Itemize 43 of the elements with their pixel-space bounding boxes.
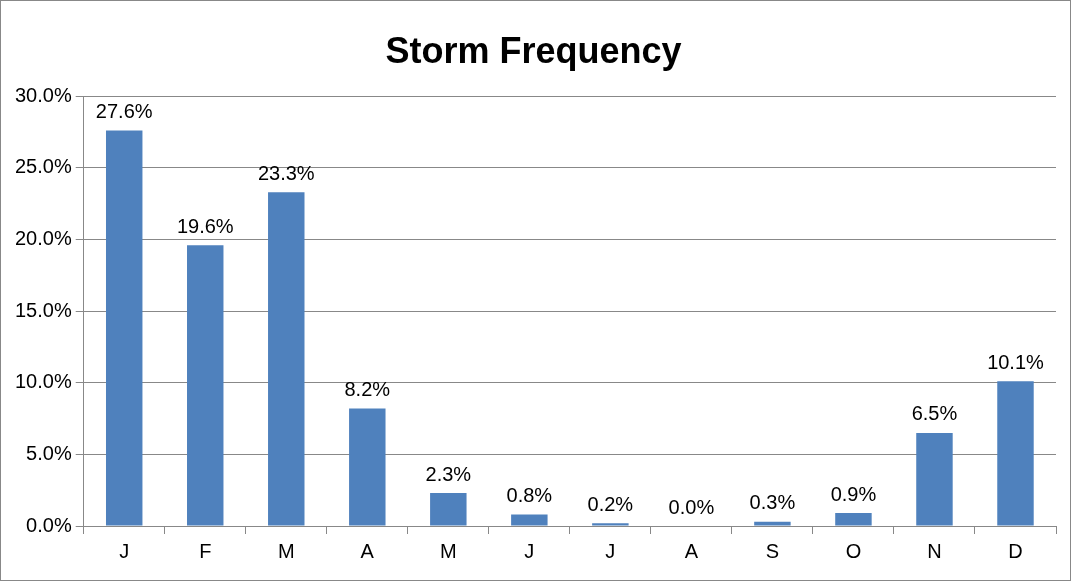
y-tick-label: 5.0% [26,441,72,464]
data-label: 0.0% [668,495,715,518]
x-tick-label: J [524,539,535,562]
x-tick-label: M [439,539,457,562]
data-label: 0.9% [830,482,877,505]
x-tick-label: M [277,539,295,562]
bar [592,523,629,526]
data-label: 27.6% [95,100,153,123]
data-label: 6.5% [911,402,958,425]
y-tick-label: 30.0% [14,83,72,106]
data-label: 2.3% [425,462,472,485]
x-tick-label: A [684,539,699,562]
bar [997,381,1034,526]
data-label: 19.6% [176,214,234,237]
x-tick-label: O [845,539,862,562]
y-tick-label: 25.0% [14,155,72,178]
bar [916,432,953,526]
data-label: 0.3% [749,491,796,514]
bar [754,521,791,526]
x-tick-label: J [605,539,616,562]
y-tick-label: 10.0% [14,370,72,393]
bar [511,514,548,526]
data-label: 10.1% [987,350,1045,373]
bar [268,192,305,526]
x-tick-label: D [1008,539,1023,562]
y-tick-label: 15.0% [14,298,72,321]
data-label: 23.3% [257,161,315,184]
x-tick-label: S [765,539,780,562]
y-tick-label: 0.0% [26,513,72,536]
x-tick-label: A [360,539,375,562]
y-tick-label: 20.0% [14,226,72,249]
bar [835,513,872,526]
bar [430,493,467,526]
chart-title: Storm Frequency [385,29,682,71]
x-tick-label: F [199,539,212,562]
data-label: 8.2% [344,378,391,401]
x-tick-label: N [927,539,942,562]
bar [187,245,224,526]
bar [105,130,143,526]
data-label: 0.2% [587,492,634,515]
x-tick-label: J [119,539,130,562]
bar [349,408,386,526]
data-label: 0.8% [506,484,553,507]
